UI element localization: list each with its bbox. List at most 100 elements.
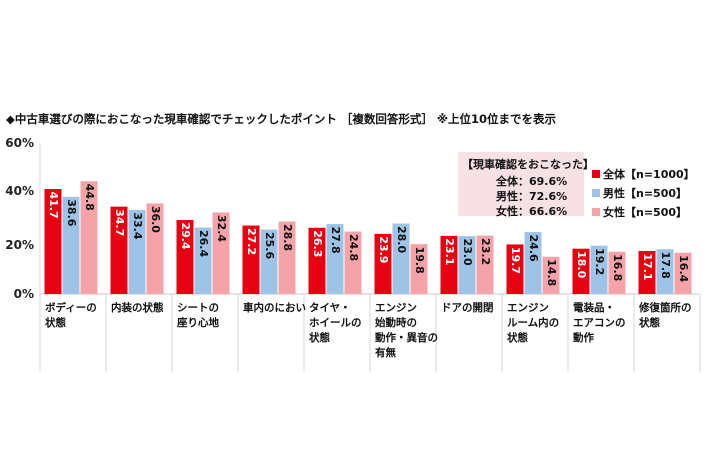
category-label: ボディーの — [45, 301, 97, 314]
bar — [44, 189, 62, 294]
bar — [572, 248, 590, 294]
bar — [638, 250, 656, 294]
summary-line: 女性：66.6% — [496, 205, 568, 218]
value-label: 38.6 — [65, 199, 78, 226]
legend-item: 全体【n=1000】 — [592, 164, 695, 183]
bar — [110, 206, 128, 294]
bar — [260, 229, 278, 294]
legend-label: 男性【n=500】 — [603, 186, 688, 200]
legend-label: 女性【n=500】 — [603, 205, 688, 219]
value-label: 17.1 — [641, 253, 654, 280]
value-label: 18.0 — [575, 251, 588, 278]
y-tick-label: 20% — [5, 238, 34, 252]
bar — [326, 224, 344, 294]
category-label: エアコンの — [573, 317, 626, 329]
value-label: 28.8 — [281, 224, 294, 251]
value-label: 29.4 — [179, 222, 192, 249]
category-label: 状態 — [507, 331, 528, 344]
bar — [176, 220, 194, 294]
bar — [344, 231, 362, 294]
bar — [308, 227, 326, 294]
value-label: 19.7 — [509, 247, 522, 274]
value-label: 24.8 — [347, 234, 360, 261]
legend-item: 男性【n=500】 — [592, 183, 695, 202]
bar — [242, 225, 260, 294]
value-label: 19.8 — [413, 247, 426, 274]
y-axis-ticks: 60% 40% 20% 0% — [5, 136, 34, 301]
value-label: 23.0 — [461, 239, 474, 266]
value-label: 27.8 — [329, 226, 342, 253]
category-label: ルーム内の — [507, 316, 559, 329]
category-label: エンジン — [507, 302, 549, 314]
category-label: 内装の状態 — [111, 301, 164, 314]
bar — [410, 244, 428, 294]
value-label: 14.8 — [545, 259, 558, 286]
value-label: 28.0 — [395, 226, 408, 253]
value-label: 23.2 — [479, 238, 492, 265]
legend-swatch — [592, 188, 600, 197]
value-label: 33.4 — [131, 212, 144, 239]
value-label: 44.8 — [83, 184, 96, 211]
bar — [374, 233, 392, 294]
bar — [194, 227, 212, 294]
value-label: 36.0 — [149, 206, 162, 233]
bar — [440, 235, 458, 294]
bar — [392, 223, 410, 294]
summary-box: 【現車確認をおこなった】 全体：69.6% 男性：72.6% 女性：66.6% — [458, 152, 594, 218]
value-label: 25.6 — [263, 232, 276, 259]
value-label: 24.6 — [527, 235, 540, 262]
legend-swatch — [592, 207, 600, 216]
value-label: 41.7 — [47, 191, 60, 218]
summary-title: 【現車確認をおこなった】 — [462, 158, 594, 171]
bar — [278, 221, 296, 294]
value-label: 32.4 — [215, 215, 228, 242]
bar — [80, 181, 98, 294]
value-label: 34.7 — [113, 209, 126, 236]
value-label: 17.8 — [659, 252, 672, 279]
y-tick-label: 40% — [5, 184, 34, 198]
bar — [542, 256, 560, 294]
bar — [128, 209, 146, 294]
y-tick-label: 0% — [14, 287, 34, 301]
summary-line: 全体：69.6% — [496, 175, 568, 188]
category-label: シートの — [177, 302, 219, 314]
bar — [590, 245, 608, 294]
bar — [674, 252, 692, 294]
category-label: 動作 — [573, 331, 594, 344]
legend: 全体【n=1000】 男性【n=500】 女性【n=500】 — [592, 164, 695, 221]
category-label: タイヤ・ — [309, 302, 351, 314]
bar — [506, 244, 524, 294]
bar — [476, 235, 494, 294]
category-label: 修復箇所の — [638, 301, 692, 314]
category-label: 状態 — [309, 331, 330, 344]
category-label: 座り心地 — [176, 316, 219, 329]
value-label: 16.4 — [677, 255, 690, 282]
bars — [44, 181, 692, 294]
category-label: 電装品・ — [573, 301, 615, 314]
category-label: 状態 — [45, 316, 66, 329]
value-label: 26.3 — [311, 230, 324, 257]
bar — [62, 196, 80, 294]
chart-title: ◆中古車選びの際におこなった現車確認でチェックしたポイント ［複数回答形式］ ※… — [6, 112, 557, 126]
category-label: 始動時の — [375, 316, 417, 329]
value-label: 23.9 — [377, 236, 390, 263]
bar — [656, 249, 674, 294]
category-label: ドアの開閉 — [441, 302, 494, 314]
value-label: 19.2 — [593, 248, 606, 275]
bar — [212, 212, 230, 294]
category-label: ホイールの — [309, 317, 362, 329]
value-label: 16.8 — [611, 254, 624, 281]
category-label: エンジン — [375, 302, 417, 314]
category-label: 状態 — [639, 316, 660, 329]
legend-label: 全体【n=1000】 — [603, 167, 695, 181]
value-label: 23.1 — [443, 238, 456, 265]
bar — [608, 251, 626, 294]
category-label: 有無 — [375, 346, 396, 359]
value-label: 27.2 — [245, 228, 258, 255]
legend-swatch — [592, 169, 600, 178]
value-label: 26.4 — [197, 230, 210, 257]
bar — [458, 236, 476, 294]
